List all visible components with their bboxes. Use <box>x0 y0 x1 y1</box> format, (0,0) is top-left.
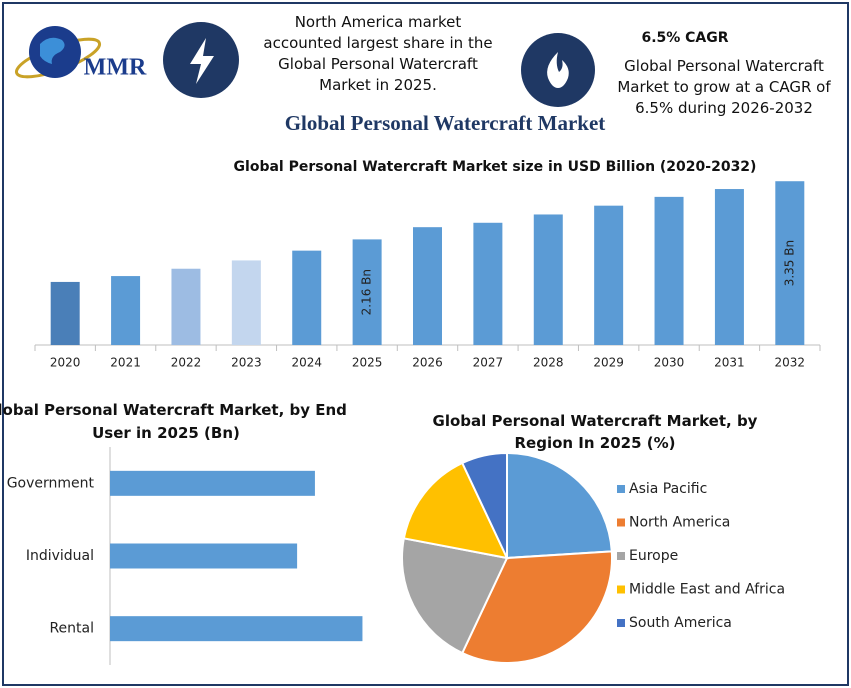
legend-swatch <box>617 619 625 627</box>
legend-swatch <box>617 485 625 493</box>
x-tick-label: 2024 <box>291 356 322 370</box>
bar <box>111 276 141 345</box>
cagr-text: Global Personal Watercraft Market to gro… <box>617 57 831 117</box>
lightning-glyph <box>190 38 214 84</box>
x-tick-label: 2030 <box>654 356 685 370</box>
bar <box>292 250 322 345</box>
main-title: Global Personal Watercraft Market <box>285 111 606 135</box>
bar <box>413 227 442 345</box>
bar <box>714 189 744 345</box>
x-tick-label: 2031 <box>714 356 745 370</box>
pie-slice <box>506 451 613 560</box>
bar <box>171 268 201 345</box>
chart-title-line: User in 2025 (Bn) <box>92 424 240 442</box>
flame-glyph <box>547 52 569 88</box>
logo: MMR <box>14 26 147 81</box>
logo-land <box>40 37 65 64</box>
bar <box>110 470 315 496</box>
legend-swatch <box>617 518 625 527</box>
legend-label: Asia Pacific <box>629 481 707 497</box>
chart-title: Global Personal Watercraft Market size i… <box>234 159 757 175</box>
pie-slice <box>402 461 509 560</box>
legend-swatch <box>617 552 625 560</box>
bar <box>654 196 684 345</box>
legend-label: South America <box>629 615 732 631</box>
y-tick-label: Government <box>7 475 95 491</box>
bar <box>110 543 298 569</box>
chart-title-line: Global Personal Watercraft Market, by En… <box>0 401 347 419</box>
pie-slice <box>460 451 508 559</box>
y-tick-label: Individual <box>26 548 94 564</box>
pie-slice <box>460 550 613 664</box>
bar <box>50 281 80 345</box>
chart-title: Global Personal Watercraft Market, by En… <box>0 401 347 442</box>
x-tick-label: 2029 <box>593 356 624 370</box>
x-tick-label: 2023 <box>231 356 262 370</box>
bar <box>775 181 805 345</box>
chart-title-line: Region In 2025 (%) <box>514 434 675 452</box>
x-tick-label: 2032 <box>775 356 806 370</box>
pie-slice <box>401 537 509 655</box>
x-tick-label: 2025 <box>352 356 383 370</box>
value-label: 2.16 Bn <box>360 269 374 315</box>
legend-label: Middle East and Africa <box>629 582 785 598</box>
logo-text: MMR <box>84 55 147 81</box>
bar <box>594 205 624 345</box>
legend-label: North America <box>629 515 730 531</box>
bar <box>533 214 563 345</box>
cagr-title: 6.5% CAGR <box>641 30 729 46</box>
x-tick-label: 2026 <box>412 356 443 370</box>
legend-swatch <box>617 585 625 594</box>
y-tick-label: Rental <box>49 621 94 637</box>
x-tick-label: 2021 <box>110 356 141 370</box>
bar <box>473 222 503 345</box>
bar <box>352 239 382 345</box>
x-tick-label: 2022 <box>171 356 202 370</box>
share-note: North America market accounted largest s… <box>263 13 493 94</box>
x-tick-label: 2020 <box>50 356 81 370</box>
x-tick-label: 2028 <box>533 356 564 370</box>
value-label: 3.35 Bn <box>782 240 796 286</box>
chart-title: Global Personal Watercraft Market, by Reg… <box>433 412 758 452</box>
bar <box>110 616 363 642</box>
legend-label: Europe <box>629 548 678 564</box>
x-tick-label: 2027 <box>473 356 504 370</box>
chart-title-line: Global Personal Watercraft Market, by <box>433 412 758 430</box>
bar <box>231 260 261 345</box>
